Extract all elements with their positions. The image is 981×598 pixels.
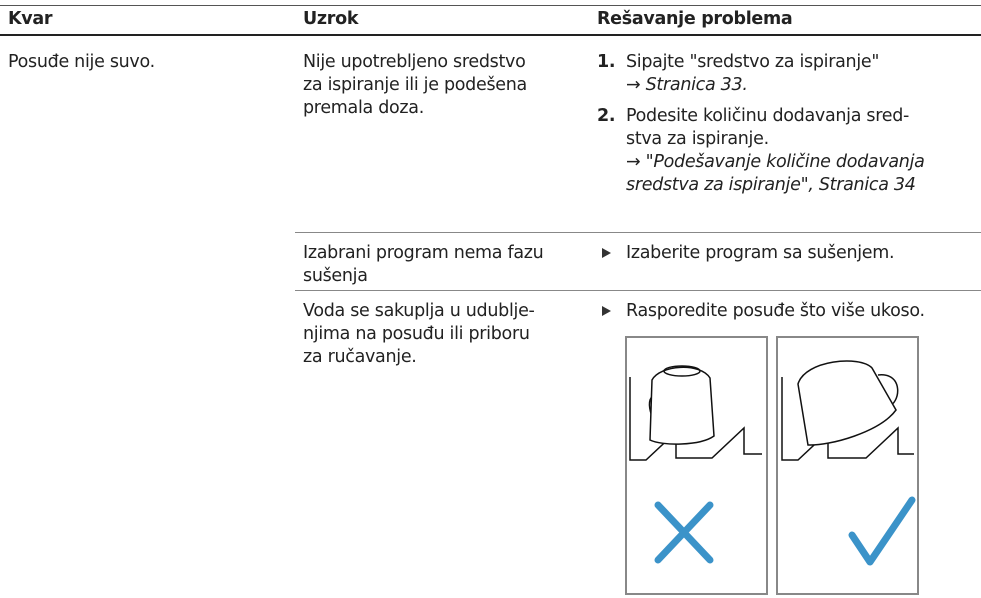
header-cell: Rešavanje problema <box>597 9 793 29</box>
wrong-example <box>625 336 768 595</box>
remedy-line: Podesite količinu dodavanja sred- <box>626 106 910 126</box>
cause-line: Nije upotrebljeno sredstvo <box>303 52 526 72</box>
bullet <box>602 306 611 316</box>
bullet <box>602 248 611 258</box>
page-reference: sredstva za ispiranje", Stranica 34 <box>626 175 916 195</box>
cause-line: Voda se sakuplja u udublje- <box>303 301 535 321</box>
step-number: 1. <box>597 52 616 72</box>
cause-line: premala doza. <box>303 98 424 118</box>
page-reference: → Stranica 33. <box>626 75 748 95</box>
header-cell: Uzrok <box>303 9 359 29</box>
header-rule <box>0 34 981 36</box>
step-number: 2. <box>597 106 616 126</box>
cause-line: njima na posuđu ili priboru <box>303 324 530 344</box>
right-example <box>776 336 919 595</box>
fault: Posuđe nije suvo. <box>8 52 155 72</box>
header-cell: Kvar <box>8 9 53 29</box>
cause-line: Izabrani program nema fazu <box>303 243 544 263</box>
remedy-line: Sipajte "sredstvo za ispiranje" <box>626 52 880 72</box>
row-rule <box>295 232 981 233</box>
cause-line: za ispiranje ili je podešena <box>303 75 527 95</box>
remedy-line: Izaberite program sa sušenjem. <box>626 243 895 263</box>
cause-line: sušenja <box>303 266 368 286</box>
cause-line: za ručavanje. <box>303 347 417 367</box>
remedy-line: Rasporedite posuđe što više ukoso. <box>626 301 925 321</box>
top-rule <box>0 5 981 6</box>
page-reference: → "Podešavanje količine dodavanja <box>626 152 925 172</box>
remedy-line: stva za ispiranje. <box>626 129 769 149</box>
row-rule <box>295 290 981 291</box>
